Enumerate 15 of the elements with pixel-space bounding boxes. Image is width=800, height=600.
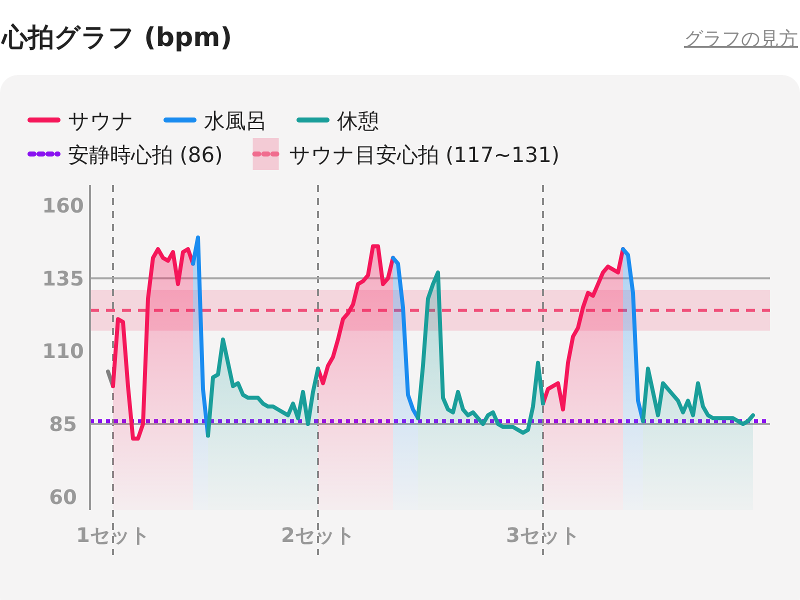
y-tick-label: 160 — [42, 193, 84, 218]
legend-label: 休憩 — [337, 109, 379, 133]
legend-label: サウナ目安心拍 (117~131) — [288, 143, 560, 167]
text: グラフの見方 — [684, 28, 798, 50]
chart-title: 心拍グラフ (bpm) — [0, 23, 232, 53]
x-tick-label: 3セット — [506, 523, 580, 547]
x-tick-label: 2セット — [281, 523, 355, 547]
legend-label: 水風呂 — [204, 109, 267, 133]
y-tick-label: 85 — [49, 412, 77, 436]
y-tick-label: 60 — [49, 484, 77, 509]
y-tick-label: 135 — [42, 266, 84, 290]
x-tick-label: 1セット — [76, 523, 150, 547]
legend-label: 安静時心拍 (86) — [68, 143, 223, 167]
y-tick-label: 110 — [42, 339, 84, 364]
legend-label: サウナ — [68, 109, 134, 133]
